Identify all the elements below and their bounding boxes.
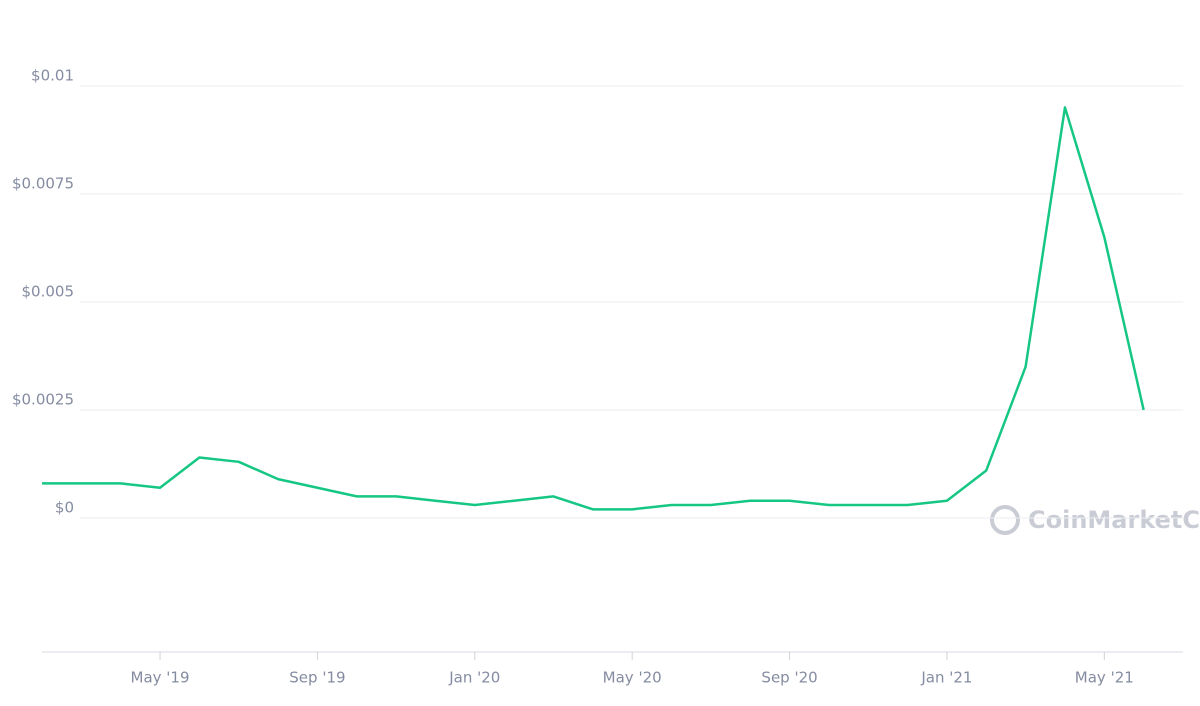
x-tick-label: Jan '21 [920, 669, 972, 687]
x-tick-label: May '20 [603, 669, 662, 687]
y-tick-label: $0.0075 [12, 174, 74, 192]
x-tick-label: Sep '19 [289, 669, 345, 687]
watermark: CoinMarketCap [1028, 506, 1200, 534]
price-line [42, 106, 1145, 511]
y-tick-label: $0 [55, 499, 74, 517]
y-tick-label: $0.0025 [12, 390, 74, 408]
y-tick-label: $0.005 [22, 282, 75, 300]
x-tick-label: May '19 [131, 669, 190, 687]
y-tick-label: $0.01 [31, 66, 74, 84]
x-tick-label: Jan '20 [448, 669, 500, 687]
x-tick-label: May '21 [1075, 669, 1134, 687]
x-tick-label: Sep '20 [761, 669, 817, 687]
watermark-logo [990, 505, 1020, 535]
